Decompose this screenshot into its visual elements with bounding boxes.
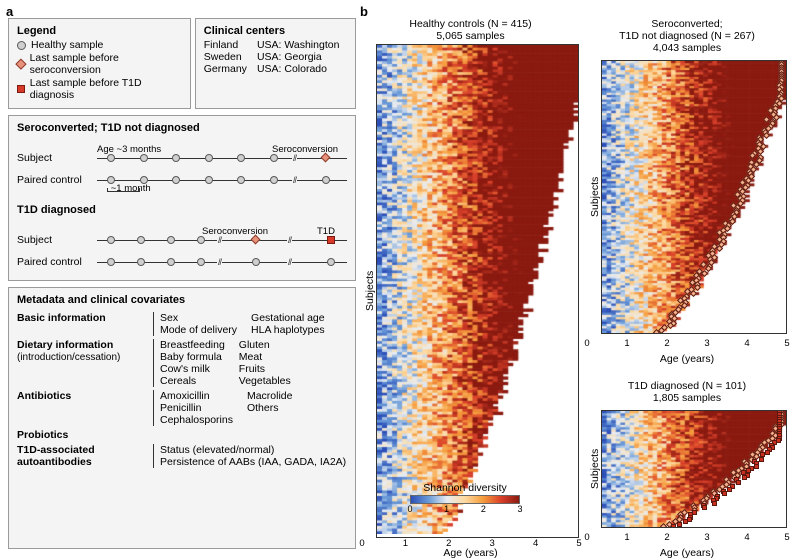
heatmap-t1d bbox=[601, 410, 787, 528]
timelines-box: Seroconverted; T1D not diagnosed Subject… bbox=[8, 115, 356, 281]
center: Finland bbox=[204, 39, 247, 51]
center: Sweden bbox=[204, 51, 247, 63]
centers-title: Clinical centers bbox=[204, 25, 347, 37]
y-axis-label: Subjects bbox=[587, 60, 601, 334]
timeline-paired: Paired control //// bbox=[17, 252, 347, 272]
timeline-group1-title: Seroconverted; T1D not diagnosed bbox=[17, 122, 347, 134]
timeline-label: Paired control bbox=[17, 174, 97, 186]
metadata-title: Metadata and clinical covariates bbox=[17, 294, 347, 306]
timeline-subject: Subject ////SeroconversionT1D bbox=[17, 230, 347, 250]
center: Germany bbox=[204, 63, 247, 75]
square-icon bbox=[671, 524, 676, 528]
heatmap-healthy bbox=[376, 44, 579, 538]
timeline-label: Subject bbox=[17, 152, 97, 164]
center: USA: Georgia bbox=[257, 51, 339, 63]
square-icon bbox=[702, 505, 707, 510]
legend-text: Healthy sample bbox=[31, 39, 103, 51]
panel-b-label: b bbox=[360, 4, 368, 19]
y-axis-label: Subjects bbox=[362, 44, 376, 538]
circle-icon bbox=[17, 41, 26, 50]
legend-text: Last sample before T1D diagnosis bbox=[30, 77, 182, 101]
center: USA: Washington bbox=[257, 39, 339, 51]
legend-text: Last sample before seroconversion bbox=[30, 52, 182, 76]
timeline-label: Subject bbox=[17, 234, 97, 246]
legend-title: Legend bbox=[17, 25, 182, 37]
heatmap-sero-title: Seroconverted; T1D not diagnosed (N = 26… bbox=[587, 18, 787, 54]
square-icon bbox=[727, 487, 732, 492]
colorbar-title: Shannon diversity bbox=[410, 482, 520, 494]
metadata-box: Metadata and clinical covariates Basic i… bbox=[8, 287, 356, 549]
square-icon bbox=[677, 522, 682, 527]
metadata-section: Dietary information(introduction/cessati… bbox=[17, 339, 347, 387]
timeline-paired: Paired control //~1 month bbox=[17, 170, 347, 190]
heatmap-t1d-title: T1D diagnosed (N = 101) 1,805 samples bbox=[587, 380, 787, 404]
square-icon bbox=[17, 85, 25, 93]
metadata-section: T1D-associated autoantibodiesStatus (ele… bbox=[17, 444, 347, 468]
x-axis-label: Age (years) bbox=[587, 547, 787, 559]
timeline-label: Paired control bbox=[17, 256, 97, 268]
legend-item-t1d: Last sample before T1D diagnosis bbox=[17, 77, 182, 101]
y-axis-label: Subjects bbox=[587, 410, 601, 528]
x-axis-label: Age (years) bbox=[362, 547, 579, 559]
centers-box: Clinical centers Finland Sweden Germany … bbox=[195, 18, 356, 109]
x-axis-label: Age (years) bbox=[587, 353, 787, 365]
square-icon bbox=[722, 491, 727, 496]
legend-item-sero: Last sample before seroconversion bbox=[17, 52, 182, 76]
square-icon bbox=[754, 464, 759, 469]
heatmap-healthy-title: Healthy controls (N = 415) 5,065 samples bbox=[362, 18, 579, 42]
legend-box: Legend Healthy sample Last sample before… bbox=[8, 18, 191, 109]
square-icon bbox=[759, 457, 764, 462]
timeline-group2-title: T1D diagnosed bbox=[17, 204, 347, 216]
center: USA: Colorado bbox=[257, 63, 339, 75]
square-icon bbox=[742, 475, 747, 480]
square-icon bbox=[712, 501, 717, 506]
timeline-subject: Subject //Age ~3 monthsSeroconversion bbox=[17, 148, 347, 168]
metadata-section: Probiotics bbox=[17, 429, 347, 441]
square-icon bbox=[765, 450, 770, 455]
square-icon bbox=[776, 438, 781, 443]
metadata-section: Basic informationSexMode of deliveryGest… bbox=[17, 312, 347, 336]
diamond-icon bbox=[15, 58, 26, 69]
colorbar: Shannon diversity 0123 bbox=[410, 482, 520, 515]
square-icon bbox=[736, 480, 741, 485]
panel-a-label: a bbox=[6, 4, 13, 19]
square-icon bbox=[683, 519, 688, 524]
square-icon bbox=[687, 517, 692, 522]
heatmap-sero bbox=[601, 60, 787, 334]
legend-item-healthy: Healthy sample bbox=[17, 39, 182, 51]
metadata-section: AntibioticsAmoxicillinPenicillinCephalos… bbox=[17, 390, 347, 426]
